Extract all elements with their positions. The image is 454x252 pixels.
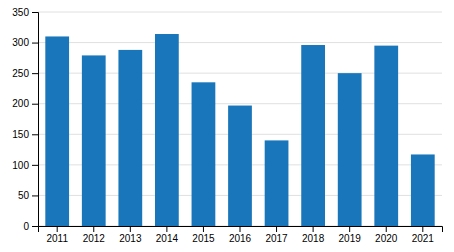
x-tick: 2021 — [412, 226, 435, 244]
y-tick-mark — [32, 73, 38, 74]
y-tick: 200 — [12, 98, 38, 109]
y-tick-label: 300 — [12, 37, 29, 48]
x-axis-line — [39, 227, 443, 233]
y-tick-label: 150 — [12, 129, 29, 140]
x-tick: 2017 — [265, 226, 288, 244]
y-tick: 100 — [12, 160, 38, 171]
bar — [374, 46, 398, 226]
bar — [45, 36, 69, 226]
x-tick: 2015 — [192, 226, 215, 244]
chart: 2011 2012 2013 2014 2015 2016 2017 2018 2019 2020… — [0, 0, 454, 252]
x-tick-mark — [422, 226, 423, 232]
x-tick-mark — [276, 226, 277, 232]
y-tick: 150 — [12, 129, 38, 140]
y-tick: 50 — [18, 190, 38, 201]
x-tick-mark — [166, 226, 167, 232]
y-tick-label: 100 — [12, 160, 29, 171]
x-tick-mark — [386, 226, 387, 232]
x-tick-mark — [240, 226, 241, 232]
x-tick-label: 2021 — [412, 233, 435, 244]
x-tick-label: 2017 — [265, 233, 288, 244]
y-axis-line — [32, 13, 39, 227]
x-tick-mark — [57, 226, 58, 232]
x-tick: 2012 — [83, 226, 106, 244]
y-tick: 300 — [12, 37, 38, 48]
bar — [118, 50, 142, 226]
y-tick: 250 — [12, 68, 38, 79]
x-tick-label: 2020 — [375, 233, 398, 244]
x-tick: 2020 — [375, 226, 398, 244]
y-tick-mark — [32, 165, 38, 166]
x-axis: 2011 2012 2013 2014 2015 2016 2017 2018 2019 2020… — [39, 226, 443, 244]
y-tick-label: 0 — [23, 221, 29, 232]
x-tick: 2019 — [339, 226, 362, 244]
bar — [82, 55, 106, 226]
bar — [155, 34, 179, 226]
x-tick-mark — [93, 226, 94, 232]
y-tick-mark — [32, 104, 38, 105]
x-tick: 2013 — [119, 226, 142, 244]
bar — [192, 82, 216, 226]
bar — [265, 140, 289, 226]
y-tick-label: 250 — [12, 68, 29, 79]
x-tick-label: 2015 — [192, 233, 215, 244]
x-tick-mark — [313, 226, 314, 232]
y-tick-label: 200 — [12, 98, 29, 109]
bar — [301, 45, 325, 226]
grid-line — [38, 42, 442, 43]
x-tick: 2016 — [229, 226, 252, 244]
x-tick-label: 2018 — [302, 233, 325, 244]
y-axis: 0 50 100 150 200 250 300 350 — [12, 7, 38, 232]
grid-line — [38, 12, 442, 13]
bar — [411, 154, 435, 226]
y-tick: 0 — [23, 221, 38, 232]
y-tick-label: 350 — [12, 7, 29, 18]
x-tick-label: 2012 — [83, 233, 106, 244]
y-tick-mark — [32, 12, 38, 13]
y-tick-mark — [32, 43, 38, 44]
bar — [228, 106, 252, 226]
x-tick-label: 2014 — [156, 233, 179, 244]
x-tick: 2018 — [302, 226, 325, 244]
x-tick-label: 2016 — [229, 233, 252, 244]
x-tick-mark — [349, 226, 350, 232]
y-tick: 350 — [12, 7, 38, 18]
y-tick-mark — [32, 195, 38, 196]
bar — [338, 73, 362, 226]
x-tick-label: 2011 — [46, 233, 68, 244]
x-tick-mark — [130, 226, 131, 232]
plot-area — [45, 34, 434, 226]
grid — [38, 12, 442, 226]
x-tick-label: 2013 — [119, 233, 142, 244]
y-tick-mark — [32, 226, 38, 227]
y-tick-mark — [32, 134, 38, 135]
x-tick-label: 2019 — [339, 233, 362, 244]
x-tick: 2014 — [156, 226, 179, 244]
y-tick-label: 50 — [18, 190, 30, 201]
x-tick: 2011 — [46, 226, 68, 244]
x-tick-mark — [203, 226, 204, 232]
